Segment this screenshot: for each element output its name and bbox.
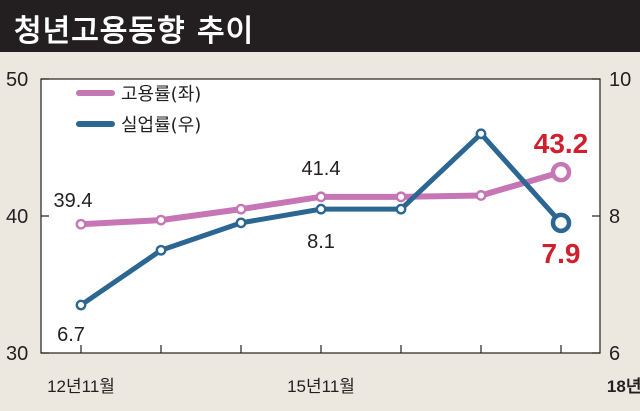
series-1-point xyxy=(475,190,487,201)
chart-title: 청년고용동향 추이 xyxy=(14,14,255,49)
series-1-end-point xyxy=(550,161,572,183)
y-right-tick-label: 6 xyxy=(609,343,620,365)
series-1-point xyxy=(75,218,87,230)
y-right-tick-label: 8 xyxy=(609,206,620,228)
series-2-point xyxy=(475,128,487,140)
x-tick-label: 18년11월 xyxy=(607,377,640,396)
series-2-point xyxy=(235,217,247,229)
series-1-point xyxy=(395,191,407,203)
legend-label-1: 고용률(좌) xyxy=(121,84,201,105)
data-label: 41.4 xyxy=(302,158,341,180)
series-2-point xyxy=(315,203,327,215)
series-2-end-point xyxy=(550,212,572,234)
x-tick-label: 15년11월 xyxy=(287,377,355,396)
data-label: 7.9 xyxy=(542,238,581,269)
y-left-tick-label: 50 xyxy=(6,69,28,91)
series-2-point xyxy=(395,203,407,215)
series-1-point xyxy=(155,214,167,226)
y-left-tick-label: 40 xyxy=(6,206,28,228)
series-2-point xyxy=(75,299,87,311)
data-label: 6.7 xyxy=(57,324,85,346)
plot-area xyxy=(40,78,601,354)
series-2-point xyxy=(155,244,167,256)
data-label: 8.1 xyxy=(307,231,335,253)
series-1-point xyxy=(235,203,247,215)
series-1-point xyxy=(315,191,327,203)
y-right-tick-label: 10 xyxy=(609,69,631,91)
legend-label-2: 실업률(우) xyxy=(121,115,201,136)
data-label: 39.4 xyxy=(54,190,93,212)
title-bar: 청년고용동향 추이 xyxy=(0,0,640,52)
data-label: 43.2 xyxy=(534,128,589,159)
y-left-tick-label: 30 xyxy=(6,343,28,365)
x-tick-label: 12년11월 xyxy=(47,377,115,396)
